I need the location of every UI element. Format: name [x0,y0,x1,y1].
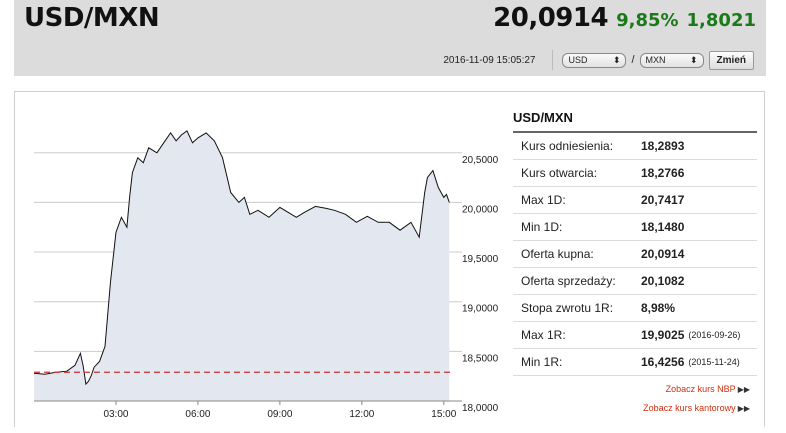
links: Zobacz kurs NBP ▶▶ Zobacz kurs kantorowy ▶… [643,380,750,418]
double-arrow-icon: ▶▶ [737,404,750,413]
price-area [34,130,450,401]
info-date: (2016-09-26) [688,330,741,340]
info-row: Min 1D: 18,1480 [513,214,757,241]
info-row: Stopa zwrotu 1R: 8,98% [513,295,757,322]
info-value: 20,1082 [641,274,685,288]
info-label: Kurs odniesienia: [521,139,614,153]
base-currency-select[interactable]: USD ⬍ [562,52,627,68]
info-value: 16,4256 [641,355,685,369]
info-value: 18,2766 [641,166,685,180]
info-row: Oferta sprzedaży: 20,1082 [513,268,757,295]
select-arrows-icon: ⬍ [612,54,621,65]
x-tick-label: 06:00 [185,409,210,420]
info-row: Oferta kupna: 20,0914 [513,241,757,268]
y-tick-label: 20,0000 [462,204,499,215]
info-label: Oferta sprzedaży: [521,274,616,288]
change-button[interactable]: Zmień [708,50,754,70]
quote-timestamp: 2016-11-09 15:05:27 [443,54,536,66]
info-label: Kurs otwarcia: [521,166,598,180]
info-value: 20,7417 [641,193,685,207]
info-row: Max 1R: 19,9025 (2016-09-26) [513,322,757,349]
y-tick-label: 18,5000 [462,353,499,364]
info-title: USD/MXN [513,106,757,133]
info-label: Max 1R: [521,328,566,342]
quote-header: USD/MXN 20,0914 9,85% 1,8021 2016-11-09 … [14,0,766,76]
info-value: 19,9025 [641,328,685,342]
info-rows: Kurs odniesienia: 18,2893 Kurs otwarcia: 18… [513,133,757,376]
change-absolute: 1,8021 [686,10,756,31]
info-label: Min 1D: [521,220,563,234]
info-label: Max 1D: [521,193,566,207]
y-tick-label: 19,0000 [462,304,499,315]
pair-title: USD/MXN [24,3,160,33]
info-date: (2015-11-24) [688,357,740,367]
currency-separator: / [631,54,635,66]
content-panel: 18,0000 18,5000 19,0000 19,5000 20,0000 20,50… [14,91,765,427]
currency-controls: 2016-11-09 15:05:27 USD ⬍ / MXN ⬍ Zmień [443,50,754,70]
x-tick-label: 09:00 [267,409,292,420]
info-label: Oferta kupna: [521,247,594,261]
base-currency-value: USD [568,55,588,65]
info-row: Min 1R: 16,4256 (2015-11-24) [513,349,757,376]
y-tick-label: 20,5000 [462,155,499,166]
change-percent: 9,85% [616,10,679,31]
x-tick-label: 03:00 [103,409,128,420]
exchange-office-rate-link[interactable]: Zobacz kurs kantorowy ▶▶ [643,403,750,413]
price-line [33,130,450,386]
info-label: Stopa zwrotu 1R: [521,301,614,315]
info-row: Kurs otwarcia: 18,2766 [513,160,757,187]
y-tick-label: 19,5000 [462,254,499,265]
select-arrows-icon: ⬍ [690,54,698,65]
y-tick-label: 18,0000 [462,403,499,414]
info-value: 18,2893 [641,139,685,153]
divider [552,50,554,70]
quote-currency-value: MXN [645,55,666,65]
price-chart: 18,0000 18,5000 19,0000 19,5000 20,0000 20,50… [33,106,504,428]
quote-summary: 20,0914 9,85% 1,8021 [493,3,756,33]
info-value: 20,0914 [641,247,685,261]
nbp-rate-link[interactable]: Zobacz kurs NBP ▶▶ [665,384,750,394]
info-table: USD/MXN Kurs odniesienia: 18,2893 Kurs otw… [513,106,757,376]
x-tick-label: 15:00 [431,409,456,420]
info-value: 8,98% [641,301,676,315]
info-label: Min 1R: [521,355,563,369]
info-row: Max 1D: 20,7417 [513,187,757,214]
double-arrow-icon: ▶▶ [737,385,750,394]
quote-currency-select[interactable]: MXN ⬍ [639,52,704,68]
x-tick-label: 12:00 [349,409,374,420]
info-row: Kurs odniesienia: 18,2893 [513,133,757,160]
current-price: 20,0914 [493,3,609,33]
price-chart-svg: 18,0000 18,5000 19,0000 19,5000 20,0000 20,50… [33,130,499,420]
info-value: 18,1480 [641,220,685,234]
